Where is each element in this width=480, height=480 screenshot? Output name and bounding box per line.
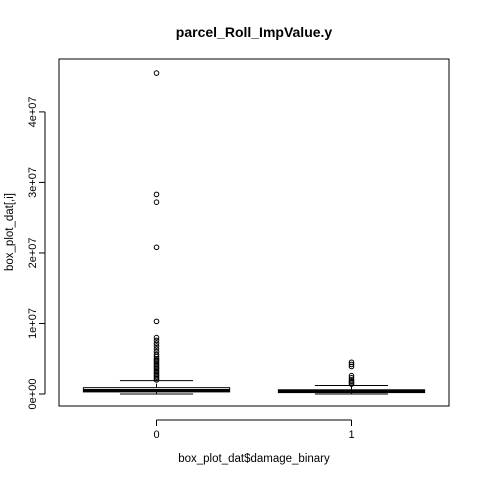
outlier-point — [153, 191, 160, 198]
y-tick-label: 0e+00 — [27, 379, 39, 410]
y-tick-label: 1e+07 — [27, 308, 39, 339]
outlier-point — [348, 372, 355, 379]
x-tick-label: 0 — [153, 429, 159, 441]
outlier-point — [153, 348, 160, 355]
plot-frame — [58, 58, 450, 407]
y-tick-label: 4e+07 — [27, 96, 39, 127]
x-axis-label: box_plot_dat$damage_binary — [178, 453, 330, 465]
box-1 — [277, 359, 426, 395]
y-axis: 0e+00 1e+07 2e+07 3e+07 4e+07 — [27, 96, 46, 410]
x-tick-label: 1 — [348, 429, 354, 441]
outlier-point — [153, 70, 160, 76]
outlier-point — [153, 343, 160, 349]
box-0 — [82, 70, 231, 395]
outlier-point — [153, 346, 160, 352]
outlier-point — [348, 361, 355, 368]
outlier-point — [153, 199, 160, 205]
outlier-point — [153, 318, 160, 325]
outlier-point — [153, 334, 160, 341]
outlier-point — [153, 337, 160, 344]
y-axis-label: box_plot_dat[,i] — [4, 193, 16, 271]
outlier-point — [348, 359, 355, 366]
boxes — [82, 70, 426, 395]
outlier-point — [348, 374, 355, 381]
y-tick-label: 2e+07 — [27, 238, 39, 269]
outlier-point — [153, 340, 160, 347]
chart-title: parcel_Roll_ImpValue.y — [176, 24, 333, 40]
y-tick-label: 3e+07 — [27, 167, 39, 198]
outlier-point — [153, 351, 160, 358]
outlier-point — [153, 244, 160, 251]
